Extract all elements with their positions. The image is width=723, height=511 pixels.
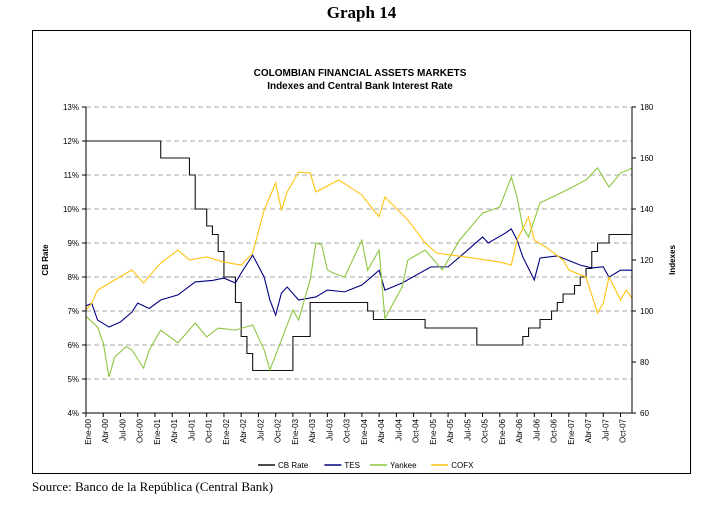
y2-tick-label: 120 xyxy=(640,256,654,265)
x-tick-label: Abr-07 xyxy=(584,418,593,443)
y2-tick-label: 100 xyxy=(640,307,654,316)
chart-subtitle: Indexes and Central Bank Interest Rate xyxy=(267,81,453,92)
legend-label: Yankee xyxy=(390,461,417,470)
x-tick-label: Jul-02 xyxy=(256,418,265,440)
y-tick-label: 4% xyxy=(67,409,79,418)
y2-tick-label: 160 xyxy=(640,154,654,163)
x-tick-label: Oct-02 xyxy=(274,418,283,443)
y2-tick-label: 140 xyxy=(640,205,654,214)
x-tick-label: Jul-00 xyxy=(118,418,127,440)
x-tick-label: Abr-01 xyxy=(170,418,179,443)
x-tick-label: Ene-01 xyxy=(153,418,162,444)
y-tick-label: 9% xyxy=(67,239,79,248)
x-tick-label: Abr-04 xyxy=(377,418,386,443)
x-tick-label: Ene-04 xyxy=(360,418,369,444)
chart-title: COLOMBIAN FINANCIAL ASSETS MARKETS xyxy=(254,68,467,79)
source-note: Source: Banco de la República (Central B… xyxy=(32,479,274,494)
x-tick-label: Oct-05 xyxy=(481,418,490,443)
x-tick-label: Ene-03 xyxy=(291,418,300,444)
y2-tick-label: 80 xyxy=(640,358,649,367)
x-tick-label: Jul-05 xyxy=(463,418,472,440)
legend-label: CB Rate xyxy=(278,461,309,470)
x-tick-label: Jul-03 xyxy=(325,418,334,440)
x-tick-label: Oct-06 xyxy=(550,418,559,443)
y-tick-label: 5% xyxy=(67,375,79,384)
x-tick-label: Ene-05 xyxy=(429,418,438,444)
x-tick-label: Abr-02 xyxy=(239,418,248,443)
x-tick-label: Jul-07 xyxy=(601,418,610,440)
x-tick-label: Abr-05 xyxy=(446,418,455,443)
graph-label: Graph 14 xyxy=(326,3,397,22)
y2-tick-label: 180 xyxy=(640,103,654,112)
y-tick-label: 10% xyxy=(63,205,79,214)
x-tick-label: Oct-00 xyxy=(136,418,145,443)
y-tick-label: 7% xyxy=(67,307,79,316)
y-tick-label: 11% xyxy=(64,171,79,180)
series-line-cofx xyxy=(85,171,633,315)
x-tick-label: Ene-06 xyxy=(498,418,507,444)
x-tick-label: Jul-04 xyxy=(394,418,403,440)
x-tick-label: Abr-00 xyxy=(101,418,110,443)
y2-tick-label: 60 xyxy=(640,409,649,418)
series-line-yankee xyxy=(85,167,633,378)
x-tick-label: Jul-06 xyxy=(532,418,541,440)
y-tick-label: 12% xyxy=(63,137,79,146)
legend-label: COFX xyxy=(451,461,474,470)
x-tick-label: Oct-03 xyxy=(343,418,352,443)
chart-frame xyxy=(32,30,691,474)
series-line-cb-rate xyxy=(86,140,633,372)
y-axis-label: CB Rate xyxy=(41,244,50,276)
legend-label: TES xyxy=(344,461,360,470)
x-tick-label: Ene-02 xyxy=(222,418,231,444)
x-tick-label: Jul-01 xyxy=(187,418,196,440)
y2-axis-label: Indexes xyxy=(668,245,677,275)
y-tick-label: 8% xyxy=(67,273,79,282)
x-tick-label: Oct-04 xyxy=(412,418,421,443)
x-tick-label: Ene-07 xyxy=(567,418,576,444)
x-tick-label: Oct-07 xyxy=(619,418,628,443)
y-tick-label: 13% xyxy=(63,103,79,112)
series-line-tes xyxy=(85,228,632,328)
x-tick-label: Abr-06 xyxy=(515,418,524,443)
y-tick-label: 6% xyxy=(67,341,79,350)
x-tick-label: Ene-00 xyxy=(84,418,93,444)
x-tick-label: Abr-03 xyxy=(308,418,317,443)
x-tick-label: Oct-01 xyxy=(205,418,214,443)
